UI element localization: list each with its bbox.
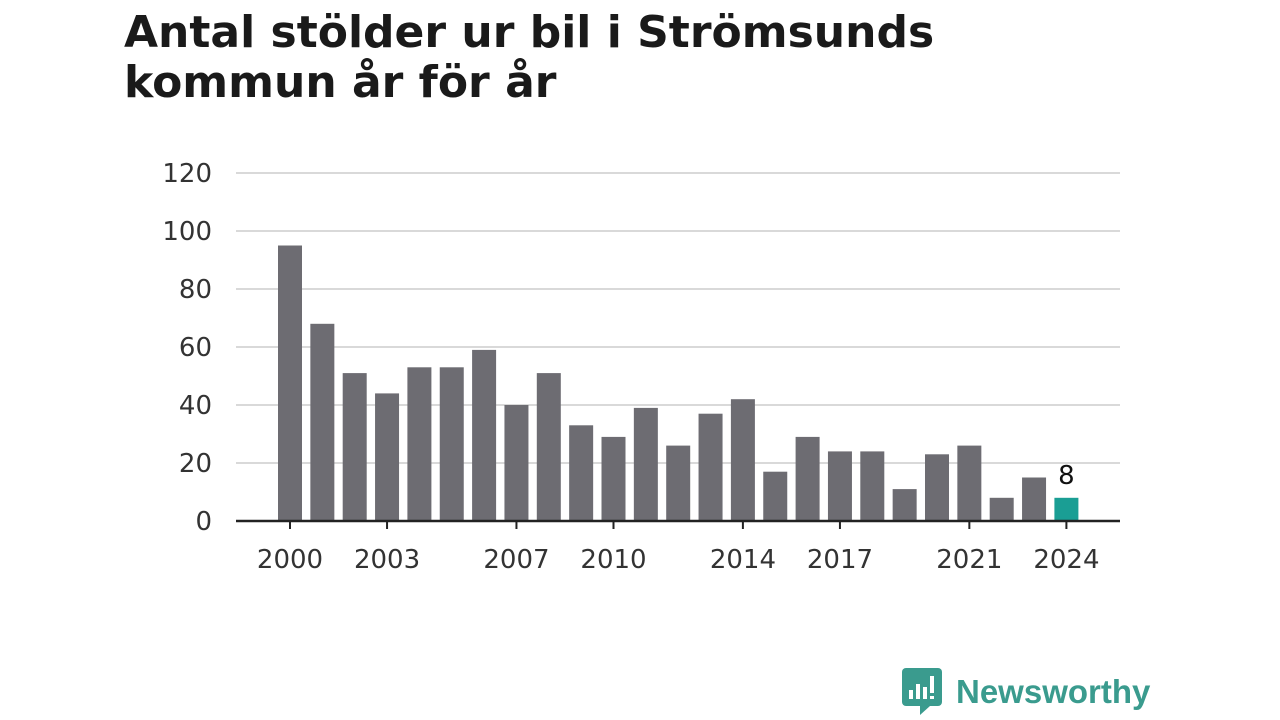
y-tick-label: 100 [162,217,212,247]
bar-2002 [342,373,367,521]
bar-2001 [310,323,335,521]
brand-logo: Newsworthy [902,668,1150,716]
bar-2019 [892,489,917,521]
y-tick-label: 20 [179,449,212,479]
bar-2022 [989,497,1014,521]
y-tick-label: 120 [162,159,212,189]
y-tick-label: 40 [179,391,212,421]
bar-2009 [569,425,594,521]
y-axis-ticks: 0 20 40 60 80 100 120 [162,159,212,537]
bar-2017 [827,451,852,521]
gridlines [236,172,1120,464]
x-tick-label: 2014 [710,545,776,575]
bar-2024 [1054,497,1079,521]
bar-2013 [698,413,723,521]
bar-2007 [504,405,529,521]
data-label: 8 [1058,461,1075,491]
bar-2004 [407,367,432,521]
x-tick-label: 2007 [483,545,549,575]
x-tick-label: 2010 [580,545,646,575]
x-axis: 2000 2003 2007 2010 2014 2017 2021 2024 [236,519,1120,575]
x-tick-label: 2003 [354,545,420,575]
bar-2000 [278,245,302,521]
bar-2014 [730,399,755,521]
newsworthy-logo-icon [902,668,942,715]
bar-2011 [633,407,658,521]
y-tick-label: 80 [179,275,212,305]
bar-2016 [795,436,820,521]
x-tick-label: 2024 [1033,545,1099,575]
bars [278,245,1079,521]
x-tick-label: 2021 [936,545,1002,575]
bar-2020 [925,454,949,521]
chart-title: Antal stölder ur bil i Strömsunds kommun… [124,7,935,108]
bar-2018 [860,451,885,521]
bar-2008 [536,373,561,521]
bar-chart: 0 20 40 60 80 100 120 2000 2003 2007 2010 2014 2017… [162,159,1120,575]
x-tick-label: 2000 [257,545,323,575]
bar-2023 [1022,477,1047,521]
y-tick-label: 60 [179,333,212,363]
bar-2006 [472,349,497,521]
bar-2012 [666,445,691,521]
data-labels: 8 [1058,461,1075,491]
bar-2015 [763,471,788,521]
bar-2010 [601,436,626,521]
bar-2005 [439,367,464,521]
bar-2021 [957,445,982,521]
y-tick-label: 0 [195,507,212,537]
brand-name: Newsworthy [956,673,1151,710]
x-tick-label: 2017 [807,545,873,575]
bar-2003 [375,393,400,521]
